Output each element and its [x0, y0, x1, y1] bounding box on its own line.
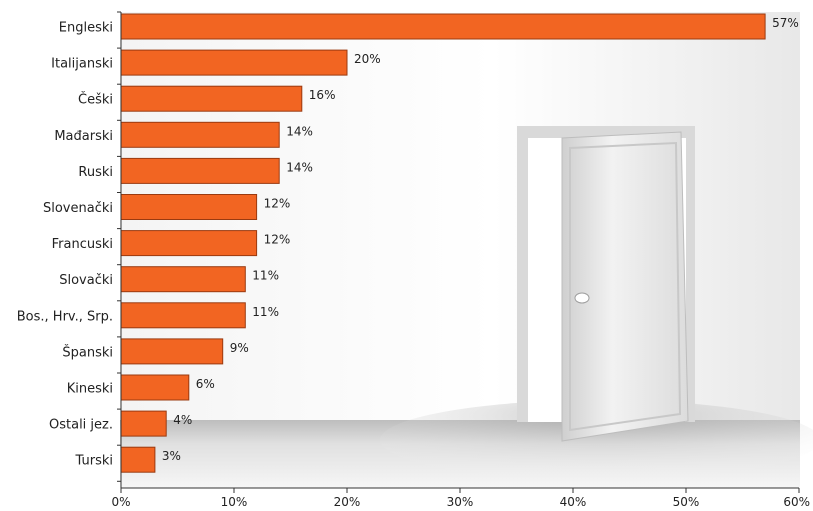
category-label: Slovački	[59, 273, 113, 288]
bar	[120, 85, 303, 112]
bar	[120, 157, 280, 184]
open-door-illustration	[517, 126, 695, 442]
x-tick-label: 30%	[447, 495, 474, 509]
value-label: 16%	[309, 88, 336, 102]
bar	[120, 194, 258, 220]
bar	[120, 49, 348, 76]
bar	[120, 121, 280, 148]
category-label: Kineski	[67, 382, 113, 397]
value-labels: 57% 20% 16% 14% 14% 12% 12% 11% 11% 9% 6% 4% 3%	[162, 16, 799, 463]
category-label: Španski	[62, 344, 113, 360]
x-tick-label: 10%	[221, 495, 248, 509]
value-label: 6%	[196, 377, 215, 391]
bar	[120, 338, 224, 365]
category-label: Francuski	[52, 237, 113, 252]
value-label: 20%	[354, 52, 381, 66]
bar	[120, 230, 258, 257]
bar	[120, 13, 766, 40]
category-label: Ruski	[78, 165, 113, 180]
x-tick-label: 50%	[673, 495, 700, 509]
category-labels: Engleski Italijanski Češki Mađarski Ruski Slo…	[17, 21, 113, 469]
bar	[120, 302, 246, 329]
value-label: 4%	[173, 413, 192, 427]
category-label: Češki	[78, 92, 113, 108]
bar	[120, 410, 167, 437]
value-label: 14%	[286, 160, 313, 174]
x-tick-label: 40%	[560, 495, 587, 509]
value-label: 11%	[252, 305, 279, 319]
value-label: 11%	[252, 269, 279, 283]
axes: 0% 10% 20% 30% 40% 50% 60%	[111, 11, 810, 509]
category-label: Mađarski	[54, 129, 113, 144]
value-label: 14%	[286, 124, 313, 138]
category-label: Ostali jez.	[49, 418, 113, 433]
x-tick-label: 20%	[334, 495, 361, 509]
value-label: 57%	[772, 16, 799, 30]
x-tick-label: 60%	[783, 495, 810, 509]
value-label: 12%	[264, 197, 291, 211]
value-label: 9%	[230, 341, 249, 355]
value-label: 12%	[264, 233, 291, 247]
bar	[120, 266, 246, 293]
bars-group	[120, 13, 766, 473]
value-label: 3%	[162, 449, 181, 463]
category-label: Italijanski	[51, 57, 113, 72]
category-label: Slovenački	[43, 201, 113, 216]
category-label: Bos., Hrv., Srp.	[17, 309, 113, 324]
bar	[120, 374, 190, 401]
category-label: Turski	[75, 454, 113, 469]
category-label: Engleski	[59, 21, 113, 36]
x-tick-label: 0%	[111, 495, 130, 509]
bar	[120, 446, 156, 473]
